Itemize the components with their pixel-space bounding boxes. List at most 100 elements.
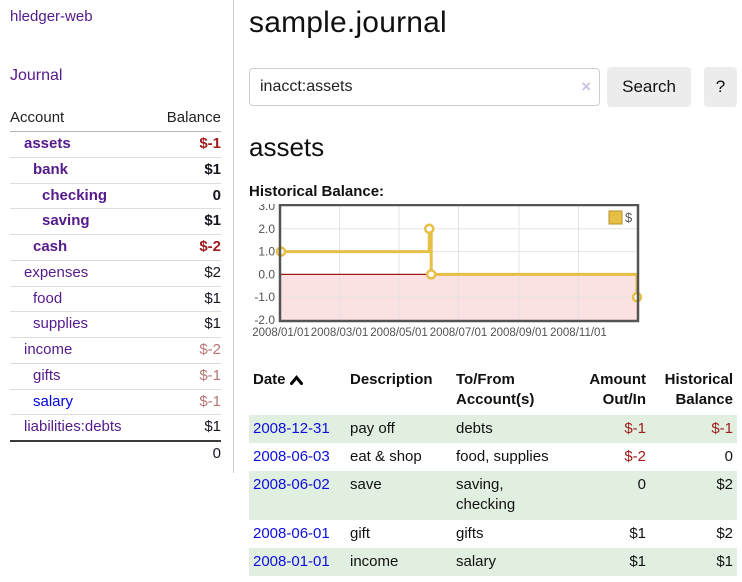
account-link-expenses[interactable]: expenses	[24, 263, 89, 281]
sidebar: hledger-web Journal Account Balance asse…	[0, 0, 234, 473]
transaction-accounts: gifts	[456, 524, 484, 542]
account-link-gifts[interactable]: gifts	[33, 366, 61, 384]
svg-text:1.0: 1.0	[258, 245, 275, 259]
historical-balance-chart: 3.0 2.0 1.0 0.0 -1.0 -2.0 2008/01/01 2008/03/01…	[249, 204, 737, 354]
main-content: sample.journal × Search ? assets Histori…	[249, 0, 737, 576]
transaction-row: 2008-06-03 eat & shop food, supplies $-2 0	[249, 443, 737, 471]
account-link-income[interactable]: income	[24, 341, 73, 358]
search-box: ×	[249, 68, 601, 106]
account-balance: $1	[151, 208, 221, 235]
account-balance: $-1	[151, 362, 221, 389]
account-balance: $1	[151, 285, 221, 312]
account-link-supplies[interactable]: supplies	[33, 315, 89, 333]
account-link-liabilities-debts[interactable]: liabilities:debts	[24, 418, 122, 436]
register-header-3: Amount Out/In	[589, 371, 646, 409]
accounts-header-balance: Balance	[151, 105, 221, 132]
transaction-amount: $1	[629, 552, 646, 570]
accounts-total-row: 0	[10, 440, 221, 467]
search-input[interactable]	[249, 68, 601, 106]
account-balance: $2	[151, 259, 221, 286]
account-link-bank[interactable]: bank	[33, 160, 69, 178]
svg-text:2008/07/01: 2008/07/01	[430, 327, 488, 339]
transaction-date-link[interactable]: 2008-06-03	[253, 447, 330, 465]
transaction-description: eat & shop	[350, 447, 422, 465]
account-balance: $1	[151, 311, 221, 338]
account-row: supplies $1	[10, 311, 221, 338]
transaction-row: 2008-06-01 gift gifts $1 $2	[249, 520, 737, 548]
sidebar-item-journal[interactable]: Journal	[10, 67, 63, 84]
transaction-accounts: food, supplies	[456, 447, 549, 465]
transaction-accounts: debts	[456, 419, 493, 437]
svg-text:2008/11/01: 2008/11/01	[550, 327, 607, 339]
register-header-1: Description	[350, 371, 433, 388]
sort-ascending-icon	[289, 371, 303, 391]
accounts-total: 0	[151, 440, 221, 467]
accounts-table: Account Balance assets $-1 bank $1 checking 0…	[10, 105, 221, 467]
transaction-accounts: saving, checking	[456, 476, 516, 514]
account-row: expenses $2	[10, 259, 221, 286]
account-balance: $-1	[151, 388, 221, 415]
account-balance: $1	[151, 156, 221, 183]
account-row: cash $-2	[10, 234, 221, 261]
svg-text:2008/03/01: 2008/03/01	[311, 327, 369, 339]
chart-title: Historical Balance:	[249, 183, 385, 200]
register-header-4: Historical Balance	[664, 371, 733, 409]
account-row: checking 0	[10, 182, 221, 209]
account-link-assets[interactable]: assets	[24, 135, 71, 152]
transaction-balance: $1	[716, 552, 733, 570]
page-title: sample.journal	[249, 6, 447, 39]
svg-text:2008/09/01: 2008/09/01	[490, 327, 548, 339]
transaction-balance: $2	[716, 524, 733, 542]
svg-text:2.0: 2.0	[258, 222, 275, 236]
transaction-amount: $-1	[624, 419, 646, 437]
transaction-date-link[interactable]: 2008-06-01	[253, 524, 330, 542]
account-row: bank $1	[10, 156, 221, 183]
account-link-checking[interactable]: checking	[42, 186, 108, 204]
transaction-date-link[interactable]: 2008-01-01	[253, 552, 330, 570]
help-button[interactable]: ?	[704, 67, 737, 107]
search-form: × Search ?	[249, 67, 737, 107]
transaction-accounts: salary	[456, 552, 497, 570]
account-balance: $-1	[199, 135, 221, 152]
transaction-date-link[interactable]: 2008-06-02	[253, 476, 330, 493]
account-link-food[interactable]: food	[33, 289, 63, 307]
account-balance: $-2	[151, 234, 221, 261]
account-row: saving $1	[10, 208, 221, 235]
account-link-saving[interactable]: saving	[42, 212, 90, 230]
transaction-description: gift	[350, 524, 371, 542]
transaction-description: save	[350, 476, 382, 493]
svg-text:2008/01/01: 2008/01/01	[252, 327, 310, 339]
transaction-description: pay off	[350, 419, 395, 437]
register-table: Date Description To/From Account(s) Amount …	[249, 366, 737, 576]
account-balance: $1	[151, 414, 221, 441]
app-title-link[interactable]: hledger-web	[10, 8, 93, 25]
accounts-header-account: Account	[10, 105, 152, 132]
account-row: income $-2	[10, 337, 221, 364]
register-header-0[interactable]: Date	[249, 366, 346, 415]
svg-text:3.0: 3.0	[258, 204, 275, 213]
transaction-amount: $1	[629, 524, 646, 542]
account-row: salary $-1	[10, 388, 221, 415]
svg-text:0.0: 0.0	[258, 267, 275, 281]
transaction-row: 2008-12-31 pay off debts $-1 $-1	[249, 414, 737, 443]
account-link-cash[interactable]: cash	[33, 238, 68, 255]
transaction-date-link[interactable]: 2008-12-31	[253, 419, 330, 437]
svg-text:-1.0: -1.0	[254, 290, 275, 304]
account-heading: assets	[249, 132, 325, 162]
account-balance: $-2	[151, 337, 221, 364]
search-button[interactable]: Search	[607, 67, 691, 107]
account-row: gifts $-1	[10, 362, 221, 389]
account-link-salary[interactable]: salary	[33, 392, 74, 410]
clear-search-icon[interactable]: ×	[581, 77, 592, 96]
account-row: liabilities:debts $1	[10, 414, 221, 441]
account-balance: 0	[151, 182, 221, 209]
transaction-amount: $-2	[624, 447, 646, 465]
account-row: food $1	[10, 285, 221, 312]
svg-text:$: $	[625, 210, 633, 225]
transaction-row: 2008-01-01 income salary $1 $1	[249, 547, 737, 576]
transaction-amount: 0	[637, 476, 646, 493]
register-header-2: To/From Account(s)	[456, 371, 535, 409]
svg-text:-2.0: -2.0	[254, 313, 275, 327]
svg-text:2008/05/01: 2008/05/01	[370, 327, 428, 339]
transaction-balance: 0	[724, 447, 733, 465]
